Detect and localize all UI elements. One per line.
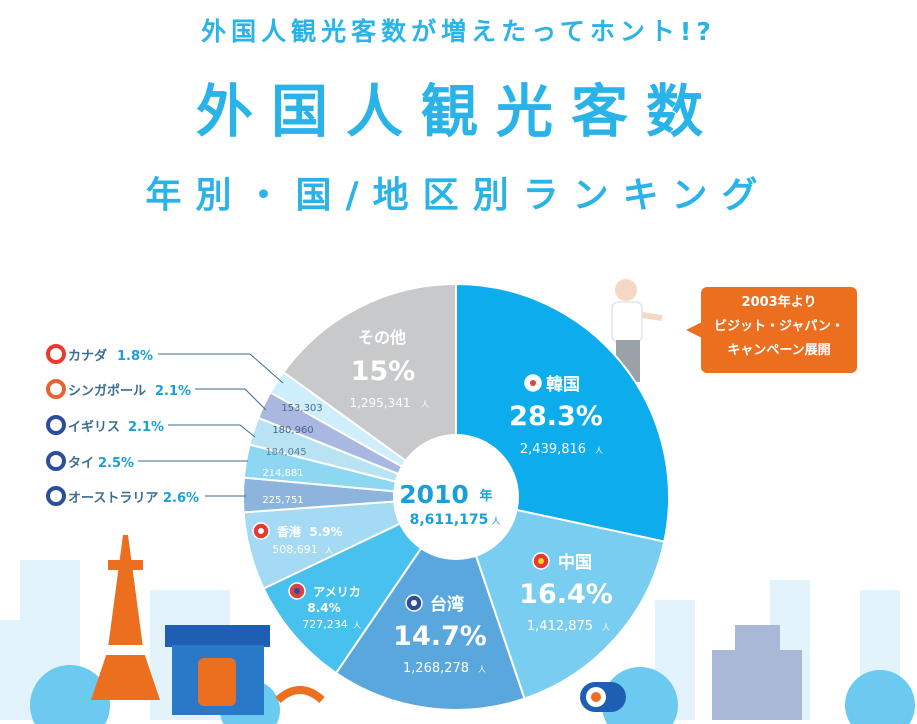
slice-label-korea-unit: 人 [595, 446, 603, 455]
slice-label-uk-count: 184,045 [265, 447, 306, 458]
uk-flag-icon [46, 415, 66, 435]
slice-label-korea-name: 韓国 [546, 374, 580, 395]
center-year: 2010 [399, 480, 469, 509]
slice-label-hongkong-pct: 5.9% [309, 525, 342, 539]
legend-leader-lines [138, 353, 284, 497]
legend-thailand-pct: 2.5% [98, 456, 134, 471]
legend-uk-name: イギリス [68, 419, 120, 435]
slice-label-usa-unit: 人 [353, 621, 361, 630]
slice-label-china-name: 中国 [558, 552, 592, 573]
callout-line-2: ビジット・ジャパン・ [713, 319, 844, 334]
leader-line [168, 424, 256, 438]
skyline-right-illustration [580, 580, 915, 724]
donut-hole [393, 434, 519, 560]
australia-flag-icon [46, 486, 66, 506]
usa-flag-icon-center [294, 588, 300, 594]
taiwan-flag-icon-center [411, 600, 417, 606]
page-title: 外国人観光客数 [196, 79, 721, 145]
slice-label-usa-name: アメリカ [313, 585, 360, 599]
page-subtitle: 外国人観光客数が増えたってホント!? [201, 17, 716, 46]
slice-label-china-count: 1,412,875 [527, 619, 593, 634]
slice-label-other-pct: 15% [351, 356, 416, 387]
slice-label-taiwan-unit: 人 [478, 665, 486, 674]
pie-slice-taiwan [334, 494, 526, 711]
singapore-flag-icon [46, 379, 66, 399]
skyline-left-illustration [0, 535, 325, 724]
legend-canada-pct: 1.8% [117, 349, 153, 364]
slice-label-australia-count: 225,751 [262, 495, 303, 506]
callout-line-3: キャンペーン展開 [727, 343, 831, 358]
slice-label-hongkong-unit: 人 [325, 546, 333, 555]
canada-flag-icon [46, 344, 66, 364]
slice-label-canada-count: 153,303 [281, 403, 322, 414]
legend-singapore-pct: 2.1% [155, 384, 191, 399]
callout-tail [686, 322, 702, 338]
slice-label-korea-pct: 28.3% [509, 401, 603, 432]
korea-flag-icon-center [530, 380, 536, 386]
slice-label-other-unit: 人 [421, 400, 429, 409]
slice-label-hongkong-count: 508,691 [272, 543, 318, 556]
legend-flags [46, 344, 66, 506]
slice-label-taiwan-count: 1,268,278 [403, 661, 469, 676]
campaign-callout: 2003年より ビジット・ジャパン・ キャンペーン展開 [701, 287, 857, 373]
slice-label-thailand-count: 214,881 [262, 468, 303, 479]
slice-label-china-pct: 16.4% [519, 579, 613, 610]
slice-label-korea-count: 2,439,816 [520, 442, 586, 457]
slice-label-other-name: その他 [358, 328, 406, 347]
slice-label-china-unit: 人 [602, 623, 610, 632]
slice-label-usa-count: 727,234 [302, 618, 348, 631]
center-total: 8,611,175 [410, 512, 489, 528]
slice-label-taiwan-name: 台湾 [430, 594, 464, 615]
slice-label-singapore-count: 180,960 [272, 425, 313, 436]
leader-line [195, 388, 267, 411]
pie-slice-usa [262, 494, 459, 675]
legend-singapore-name: シンガポール [68, 383, 146, 399]
legend-canada-name: カナダ [68, 348, 107, 364]
slice-label-taiwan-pct: 14.7% [393, 621, 487, 652]
slice-label-usa-pct: 8.4% [307, 601, 340, 615]
legend-uk-pct: 2.1% [128, 420, 164, 435]
hongkong-flag-icon-center [258, 528, 264, 534]
slice-label-hongkong-name: 香港 [276, 524, 302, 539]
slice-label-other-count: 1,295,341 [349, 396, 410, 410]
china-flag-icon-center [538, 558, 544, 564]
legend-thailand-name: タイ [68, 456, 94, 471]
pie-slice-other [282, 282, 457, 499]
thailand-flag-icon [46, 451, 66, 471]
center-year-unit: 年 [479, 488, 492, 504]
center-total-unit: 人 [491, 516, 500, 527]
legend-australia-name: オーストラリア [68, 491, 158, 506]
page-title-secondary: 年別・国/地区別ランキング [145, 175, 772, 216]
slice-flags [252, 374, 550, 612]
callout-line-1: 2003年より [741, 295, 817, 310]
leader-line [158, 353, 284, 384]
legend-australia-pct: 2.6% [163, 491, 199, 506]
